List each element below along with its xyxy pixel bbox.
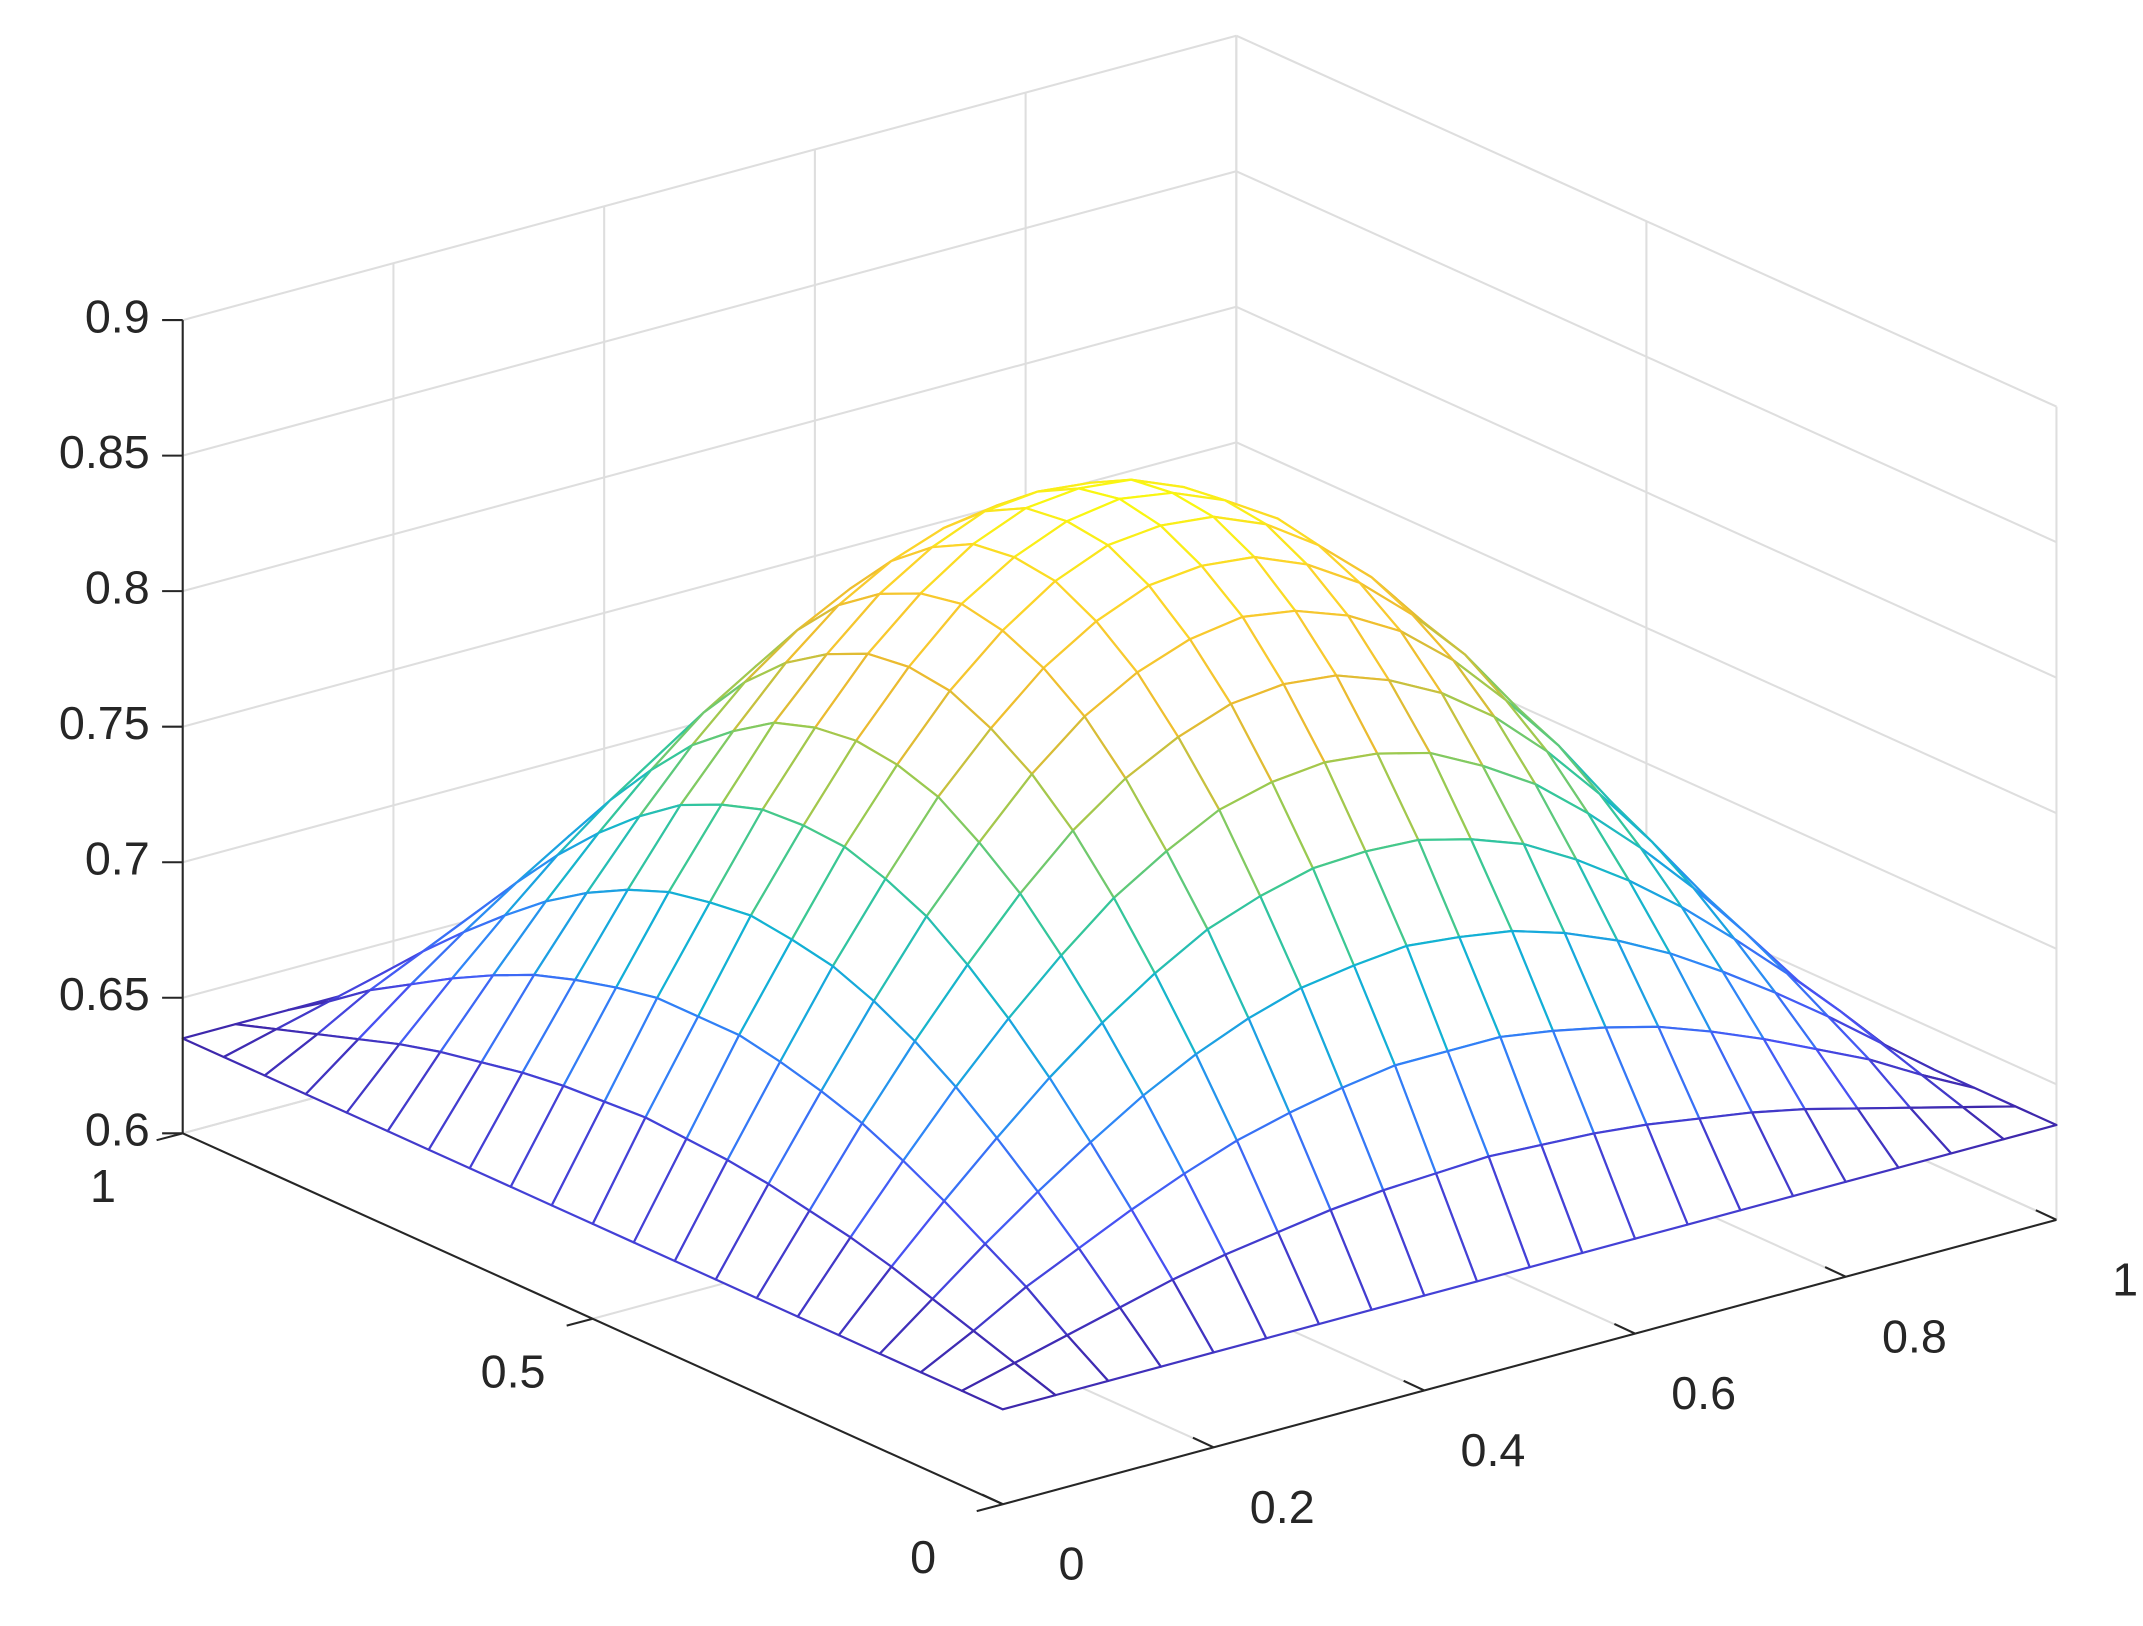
grid-line — [182, 34, 1237, 322]
x-axis — [1002, 1218, 2057, 1506]
plot-area: 0.6 0.65 0.7 0.75 0.8 0.85 0.9 0 0.2 0.4 0.6 0.8 1 0 0… — [59, 34, 2138, 1590]
z-tick-label: 0.85 — [59, 426, 150, 478]
y-tick — [976, 1503, 1004, 1513]
x-tick-label: 0 — [1059, 1538, 1085, 1590]
z-tick-label: 0.6 — [85, 1104, 150, 1156]
x-tick — [1192, 1436, 1214, 1449]
z-tick-label: 0.65 — [59, 968, 150, 1020]
y-tick-label: 1 — [90, 1160, 116, 1212]
x-tick — [981, 1493, 1004, 1506]
x-tick-label: 0.2 — [1250, 1481, 1315, 1533]
x-tick-label: 0.4 — [1461, 1424, 1526, 1476]
y-tick-label: 0.5 — [481, 1345, 546, 1397]
x-tick — [1613, 1323, 1636, 1335]
y-tick — [156, 1132, 183, 1142]
x-tick-label: 1 — [2112, 1253, 2138, 1305]
x-tick-label: 0.8 — [1882, 1310, 1947, 1362]
y-tick — [566, 1317, 594, 1327]
x-tick-label: 0.6 — [1671, 1367, 1736, 1419]
grid-line — [182, 170, 1237, 457]
mesh-cell — [960, 1361, 1057, 1411]
z-tick-label: 0.8 — [85, 562, 150, 614]
z-tick-label: 0.9 — [85, 290, 150, 342]
x-tick — [2035, 1209, 2057, 1221]
x-tick — [1403, 1379, 1425, 1392]
grid-line — [182, 305, 1237, 593]
z-tick-label: 0.7 — [85, 833, 150, 885]
x-tick — [1824, 1266, 1847, 1278]
z-tick-label: 0.75 — [59, 697, 150, 749]
y-tick-label: 0 — [910, 1531, 936, 1583]
